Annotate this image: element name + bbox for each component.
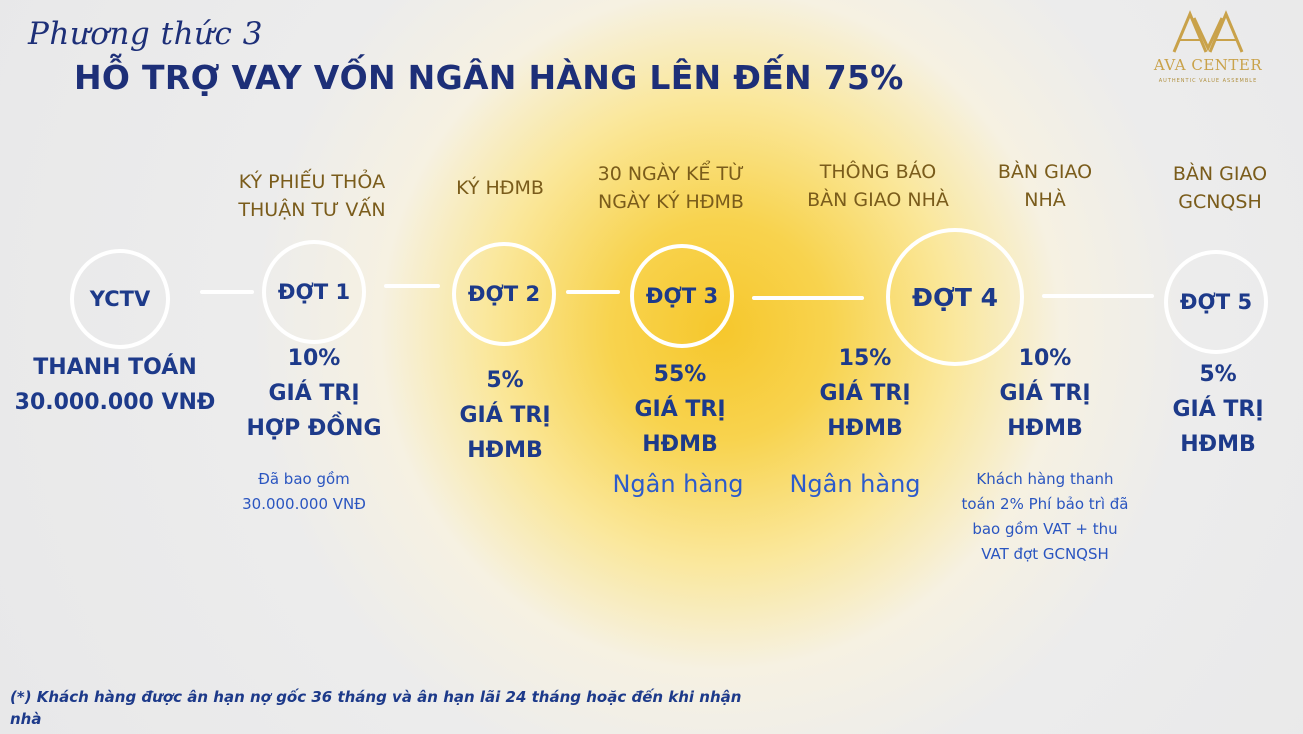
step-4-top-label-line: THÔNG BÁO [819, 161, 937, 183]
timeline-connector [200, 290, 254, 294]
step-handover-amount: 10% GIÁ TRỊ HĐMB [970, 341, 1120, 446]
step-2-top-label-line: KÝ HĐMB [456, 177, 544, 199]
amount-line: GIÁ TRỊ [634, 397, 726, 422]
footnote: (*) Khách hàng được ân hạn nợ gốc 36 thá… [10, 688, 742, 728]
logo-tagline: AUTHENTIC VALUE ASSEMBLE [1158, 78, 1258, 84]
step-dot3-label: ĐỢT 3 [645, 284, 719, 308]
timeline-connector [566, 290, 620, 294]
amount-line: THANH TOÁN [33, 355, 197, 380]
page-title: HỖ TRỢ VAY VỐN NGÂN HÀNG LÊN ĐẾN 75% [74, 58, 904, 97]
amount-line: 15% [838, 346, 892, 371]
step-dot2-circle: ĐỢT 2 [452, 242, 556, 346]
step-dot3-circle: ĐỢT 3 [630, 244, 734, 348]
step-4-top-label-line: BÀN GIAO NHÀ [807, 189, 949, 211]
amount-line: 5% [1199, 362, 1237, 387]
amount-line: HĐMB [642, 432, 718, 457]
step-dot4-bank: Ngân hàng [789, 470, 921, 498]
step-dot5-circle: ĐỢT 5 [1164, 250, 1268, 354]
timeline-connector [384, 284, 440, 288]
amount-line: 10% [1018, 346, 1072, 371]
step-dot3-amount: 55% GIÁ TRỊ HĐMB [605, 357, 755, 462]
step-4-top-label: THÔNG BÁO BÀN GIAO NHÀ [790, 158, 966, 214]
amount-line: HĐMB [1180, 432, 1256, 457]
step-6-top-label-line: BÀN GIAO [1172, 163, 1268, 185]
step-dot5-label: ĐỢT 5 [1179, 290, 1253, 314]
step-dot1-circle: ĐỢT 1 [262, 240, 366, 344]
step-3-top-label-line: NGÀY KÝ HĐMB [598, 191, 744, 213]
amount-line: GIÁ TRỊ [459, 403, 551, 428]
step-dot4-amount: 15% GIÁ TRỊ HĐMB [790, 341, 940, 446]
step-dot1-amount: 10% GIÁ TRỊ HỢP ĐỒNG [224, 341, 404, 446]
ava-logo-icon [1172, 10, 1244, 53]
step-dot2-amount: 5% GIÁ TRỊ HĐMB [430, 363, 580, 468]
note-line: Khách hàng thanh [976, 470, 1114, 488]
step-3-top-label: 30 NGÀY KỂ TỪ NGÀY KÝ HĐMB [580, 160, 762, 216]
amount-line: GIÁ TRỊ [999, 381, 1091, 406]
step-5-top-label-line: BÀN GIAO [997, 161, 1093, 183]
step-6-top-label: BÀN GIAO GCNQSH [1150, 160, 1290, 216]
timeline-connector [752, 296, 864, 300]
step-1-top-label-line: THUẬN TƯ VẤN [238, 199, 386, 221]
amount-line: HĐMB [827, 416, 903, 441]
step-5-top-label: BÀN GIAO NHÀ [975, 158, 1115, 214]
step-dot1-note: Đã bao gồm 30.000.000 VNĐ [214, 467, 394, 517]
step-dot1-label: ĐỢT 1 [277, 280, 351, 304]
step-dot2-label: ĐỢT 2 [467, 282, 541, 306]
step-1-top-label: KÝ PHIẾU THỎA THUẬN TƯ VẤN [212, 168, 412, 224]
amount-line: GIÁ TRỊ [1172, 397, 1264, 422]
step-yctv-amount: THANH TOÁN 30.000.000 VNĐ [10, 350, 220, 420]
logo-name: AVA CENTER [1153, 56, 1263, 74]
amount-line: 10% [287, 346, 341, 371]
note-line: 30.000.000 VNĐ [242, 495, 366, 513]
amount-line: 30.000.000 VNĐ [14, 390, 216, 415]
brand-logo: AVA CENTER AUTHENTIC VALUE ASSEMBLE [1138, 8, 1278, 92]
step-yctv-circle: YCTV [70, 249, 170, 349]
step-6-top-label-line: GCNQSH [1178, 191, 1262, 213]
method-subtitle: Phương thức 3 [28, 16, 263, 52]
note-line: bao gồm VAT + thu [972, 520, 1118, 538]
note-line: VAT đợt GCNQSH [981, 545, 1109, 563]
step-dot4-label: ĐỢT 4 [912, 282, 998, 312]
amount-line: HĐMB [467, 438, 543, 463]
amount-line: 55% [653, 362, 707, 387]
amount-line: GIÁ TRỊ [819, 381, 911, 406]
amount-line: GIÁ TRỊ [268, 381, 360, 406]
step-dot3-bank: Ngân hàng [612, 470, 744, 498]
note-line: toán 2% Phí bảo trì đã [961, 495, 1129, 513]
amount-line: HĐMB [1007, 416, 1083, 441]
amount-line: HỢP ĐỒNG [246, 416, 382, 441]
step-dot4-circle: ĐỢT 4 [886, 228, 1024, 366]
step-1-top-label-line: KÝ PHIẾU THỎA [238, 171, 386, 193]
step-handover-note: Khách hàng thanh toán 2% Phí bảo trì đã … [935, 467, 1155, 567]
timeline-connector [1042, 294, 1154, 298]
amount-line: 5% [486, 368, 524, 393]
step-3-top-label-line: 30 NGÀY KỂ TỪ [597, 163, 745, 185]
step-yctv-label: YCTV [89, 287, 151, 311]
step-5-top-label-line: NHÀ [1024, 189, 1066, 211]
step-2-top-label: KÝ HĐMB [420, 174, 580, 202]
step-dot5-amount: 5% GIÁ TRỊ HĐMB [1143, 357, 1293, 462]
note-line: Đã bao gồm [258, 470, 350, 488]
